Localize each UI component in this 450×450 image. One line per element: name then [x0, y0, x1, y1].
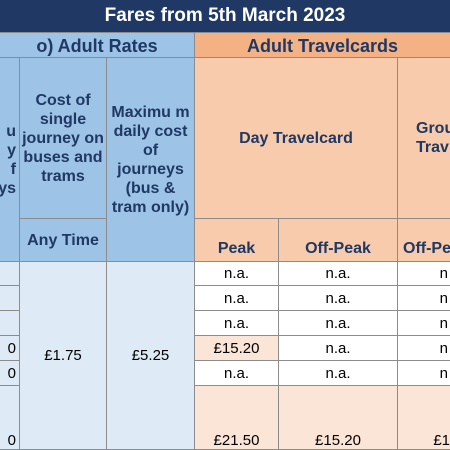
max-daily-fare: £5.25	[107, 262, 195, 450]
header-any-time: Any Time	[20, 219, 107, 262]
header-group-off-peak: Off-Pe	[398, 219, 450, 262]
row-6-group: £1	[398, 386, 450, 450]
row-1-peak: n.a.	[195, 262, 279, 286]
row-4-peak: £15.20	[195, 336, 279, 361]
row-4-group: n	[398, 336, 450, 361]
row-1-off-peak: n.a.	[279, 262, 398, 286]
header-off-peak: Off-Peak	[279, 219, 398, 262]
row-1-col0	[0, 262, 20, 286]
row-2-off-peak: n.a.	[279, 286, 398, 311]
header-journeys-clipped: u y f ys	[0, 58, 20, 262]
header-group-travelcard: Grou Trav	[398, 58, 450, 219]
row-5-peak: n.a.	[195, 361, 279, 386]
row-6-peak: £21.50	[195, 386, 279, 450]
row-3-off-peak: n.a.	[279, 311, 398, 336]
row-2-group: n	[398, 286, 450, 311]
row-5-off-peak: n.a.	[279, 361, 398, 386]
header-single-journey: Cost of single journey on buses and tram…	[20, 58, 107, 219]
row-1-group: n	[398, 262, 450, 286]
section-adult-travelcards: Adult Travelcards	[195, 32, 450, 58]
header-day-travelcard: Day Travelcard	[195, 58, 398, 219]
row-4-col0: 0	[0, 336, 20, 361]
row-6-col0: 0	[0, 386, 20, 450]
row-5-col0: 0	[0, 361, 20, 386]
header-max-daily-cost: Maximu m daily cost of journeys (bus & t…	[107, 58, 195, 262]
sheet-title: Fares from 5th March 2023	[0, 0, 450, 32]
row-4-off-peak: n.a.	[279, 336, 398, 361]
section-adult-rates: o) Adult Rates	[0, 32, 195, 58]
row-3-peak: n.a.	[195, 311, 279, 336]
row-3-group: n	[398, 311, 450, 336]
row-3-col0	[0, 311, 20, 336]
row-5-group: n	[398, 361, 450, 386]
row-6-off-peak: £15.20	[279, 386, 398, 450]
row-2-col0	[0, 286, 20, 311]
row-2-peak: n.a.	[195, 286, 279, 311]
single-journey-fare: £1.75	[20, 262, 107, 450]
header-peak: Peak	[195, 219, 279, 262]
